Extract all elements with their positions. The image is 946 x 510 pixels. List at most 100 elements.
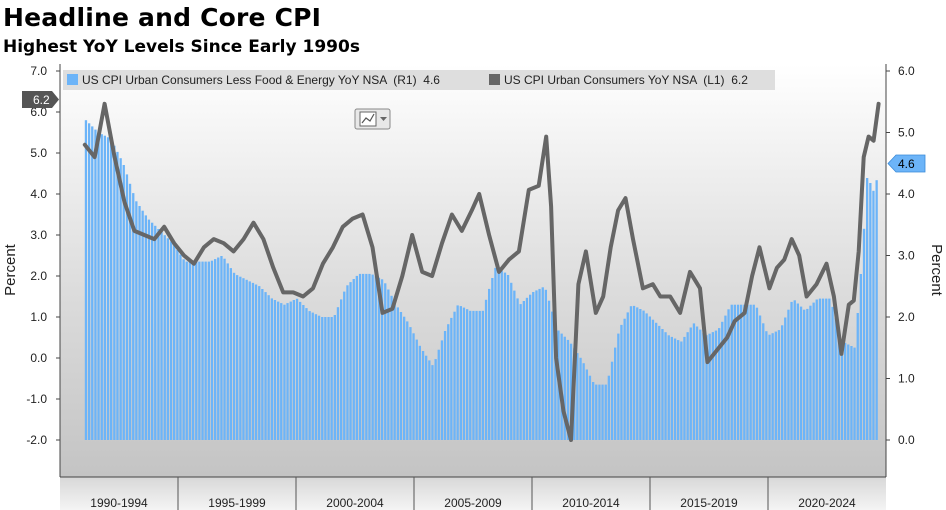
core-cpi-bar	[651, 319, 655, 440]
core-cpi-bar	[774, 331, 777, 440]
core-cpi-bar	[670, 336, 673, 440]
core-cpi-bar	[166, 238, 169, 440]
left-tick-label: 7.0	[30, 64, 47, 78]
core-cpi-bar	[588, 375, 592, 440]
left-last-value-text: 6.2	[33, 93, 50, 107]
core-cpi-bar	[847, 344, 850, 440]
core-cpi-bar	[113, 145, 116, 440]
chart-line-glyph	[361, 113, 375, 124]
left-tick-label: 5.0	[30, 146, 47, 160]
core-cpi-bar	[330, 317, 333, 440]
core-cpi-bar	[346, 285, 349, 440]
core-cpi-bar	[223, 258, 226, 440]
legend-swatch-headline	[489, 74, 500, 85]
core-cpi-bar	[450, 317, 453, 440]
core-cpi-bar	[154, 225, 157, 440]
x-tick-label: 2015-2019	[680, 496, 738, 510]
left-tick-label: -1.0	[26, 392, 47, 406]
core-cpi-bar	[837, 328, 840, 440]
core-cpi-bar	[440, 340, 444, 440]
left-tick-label: 2.0	[30, 269, 47, 283]
core-cpi-bar	[116, 151, 119, 440]
core-cpi-bar	[519, 304, 522, 440]
core-cpi-bar	[289, 301, 292, 440]
core-cpi-bar	[421, 351, 425, 440]
core-cpi-bar	[506, 275, 510, 440]
core-cpi-bar	[176, 249, 179, 440]
core-cpi-bar	[198, 261, 201, 440]
core-cpi-bar	[204, 261, 207, 440]
core-cpi-bar	[103, 135, 106, 440]
core-cpi-bar	[475, 310, 478, 440]
core-cpi-bar	[280, 303, 283, 440]
core-cpi-bar	[106, 137, 110, 441]
core-cpi-bar	[538, 288, 541, 440]
core-cpi-bar	[406, 321, 409, 440]
core-cpi-bar	[84, 120, 88, 440]
core-cpi-bar	[242, 278, 245, 440]
core-cpi-bar	[736, 304, 740, 440]
core-cpi-bar	[384, 283, 387, 440]
core-cpi-bar	[88, 123, 91, 441]
core-cpi-bar	[547, 300, 551, 440]
core-cpi-bar	[368, 273, 371, 440]
chevron-down-icon	[380, 117, 387, 121]
core-cpi-bar	[453, 311, 456, 440]
core-cpi-bar	[232, 272, 236, 440]
core-cpi-bar	[755, 307, 759, 440]
core-cpi-bar	[251, 282, 255, 440]
core-cpi-bar	[399, 312, 403, 440]
core-cpi-bar	[648, 316, 651, 440]
right-last-value-badge: 4.6	[887, 154, 926, 173]
core-cpi-bar	[434, 359, 437, 440]
right-tick-label: 2.0	[898, 310, 915, 324]
core-cpi-bar	[431, 365, 434, 440]
core-cpi-bar	[721, 321, 724, 440]
right-tick-label: 4.0	[898, 187, 915, 201]
x-tick-label: 1995-1999	[208, 496, 266, 510]
core-cpi-bar	[494, 267, 497, 440]
core-cpi-bar	[270, 298, 273, 440]
core-cpi-bar	[535, 290, 538, 440]
core-cpi-bar	[132, 193, 135, 440]
core-cpi-bar	[97, 132, 100, 440]
core-cpi-bar	[425, 355, 428, 440]
core-cpi-bar	[308, 311, 311, 440]
chart-title: Headline and Core CPI	[3, 3, 322, 32]
chart-type-button[interactable]	[354, 108, 391, 130]
core-cpi-bar	[147, 219, 151, 440]
core-cpi-bar	[390, 295, 393, 440]
core-cpi-bar	[437, 349, 440, 440]
core-cpi-bar	[692, 323, 696, 440]
core-cpi-bar	[686, 332, 689, 440]
core-cpi-bar	[403, 316, 406, 440]
legend-label-headline: US CPI Urban Consumers YoY NSA (L1) 6.2	[504, 73, 748, 87]
core-cpi-bar	[355, 275, 358, 440]
core-cpi-bar	[396, 307, 399, 440]
core-cpi-bar	[689, 327, 692, 440]
core-cpi-bar	[762, 323, 765, 440]
core-cpi-bar	[585, 369, 588, 440]
core-cpi-bar	[771, 333, 774, 440]
legend-swatch-core	[67, 74, 78, 85]
core-cpi-bar	[787, 309, 790, 440]
core-cpi-bar	[818, 298, 822, 440]
core-cpi-bar	[292, 300, 295, 440]
core-cpi-bar	[714, 330, 718, 440]
core-cpi-bar	[340, 299, 343, 440]
core-cpi-bar	[541, 287, 544, 440]
core-cpi-bar	[327, 317, 330, 440]
x-tick-label: 2000-2004	[326, 496, 384, 510]
core-cpi-bar	[210, 260, 214, 440]
core-cpi-bar	[607, 375, 610, 440]
core-cpi-bar	[554, 322, 557, 440]
x-axis-ticks: 1990-1994 1995-1999 2000-2004 2005-2009 2010…	[90, 477, 856, 510]
core-cpi-bar	[503, 272, 507, 440]
core-cpi-bar	[815, 299, 818, 440]
core-cpi-bar	[626, 312, 629, 440]
core-cpi-bar	[314, 314, 318, 440]
core-cpi-bar	[469, 310, 472, 440]
core-cpi-bar	[620, 324, 623, 440]
core-cpi-bar	[853, 347, 856, 440]
